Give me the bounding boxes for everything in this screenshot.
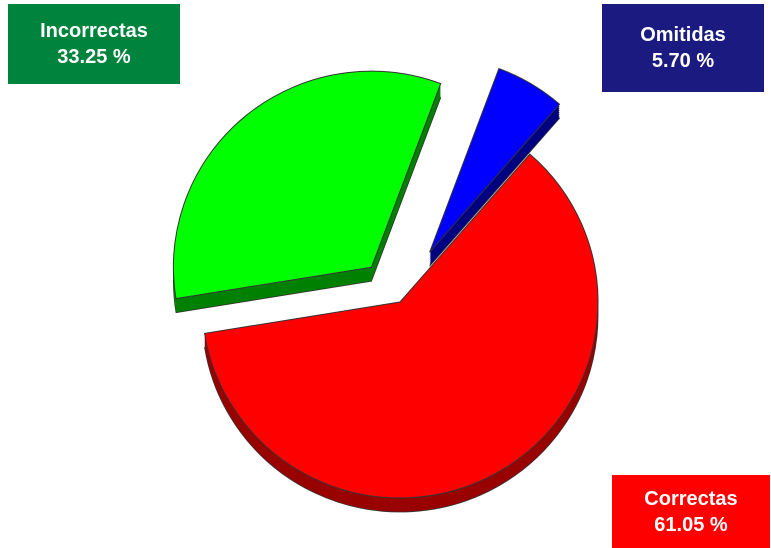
label-correctas-value: 61.05 % [654, 513, 728, 536]
slice-omitidas [429, 67, 561, 253]
label-omitidas: Omitidas 5.70 % [602, 4, 764, 92]
label-omitidas-value: 5.70 % [651, 50, 715, 72]
slice-correctas [203, 153, 599, 499]
label-correctas: Correctas 61.05 % [612, 475, 770, 548]
label-incorrectas-value: 33.25 % [57, 46, 131, 68]
slice-incorrectas [172, 70, 442, 300]
label-incorrectas-category: Incorrectas [40, 20, 148, 42]
label-omitidas-category: Omitidas [640, 24, 726, 46]
label-incorrectas: Incorrectas 33.25 % [8, 4, 180, 84]
label-correctas-category: Correctas [644, 487, 738, 510]
